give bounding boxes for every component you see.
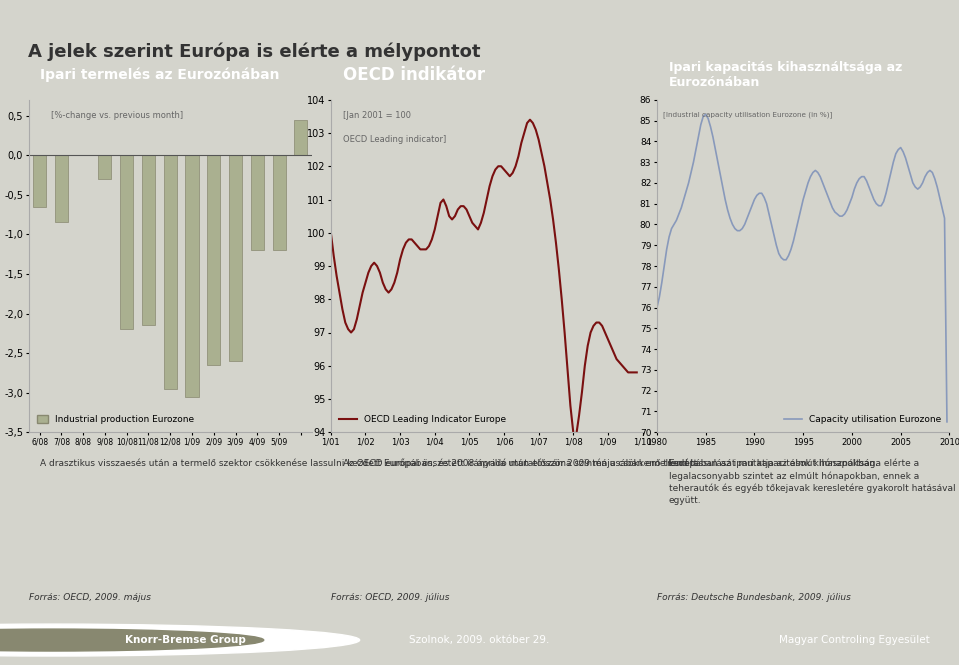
Bar xyxy=(55,155,68,223)
Bar xyxy=(229,155,242,361)
Text: Ipari termelés az Eurozónában: Ipari termelés az Eurozónában xyxy=(40,68,280,82)
Legend: OECD Leading Indicator Europe: OECD Leading Indicator Europe xyxy=(336,412,510,428)
Bar xyxy=(294,120,307,155)
Bar xyxy=(142,155,155,325)
Text: A drasztikus visszaesés után a termelő szektor csökkenése lassulni kezdett Európ: A drasztikus visszaesés után a termelő s… xyxy=(40,459,700,468)
Text: Ipari kapacitás kihasználtsága az
Eurozónában: Ipari kapacitás kihasználtsága az Eurozó… xyxy=(668,61,902,89)
Legend: Industrial production Eurozone: Industrial production Eurozone xyxy=(34,412,198,428)
Text: Európában az ipari kapacitások kihasználtsága elérte a legalacsonyabb szintet az: Európában az ipari kapacitások kihasznál… xyxy=(668,459,955,505)
Text: [%-change vs. previous month]: [%-change vs. previous month] xyxy=(52,111,183,120)
Bar xyxy=(164,155,176,389)
Text: OECD indikátor: OECD indikátor xyxy=(343,66,485,84)
Text: Forrás: OECD, 2009. július: Forrás: OECD, 2009. július xyxy=(331,593,450,602)
Bar xyxy=(185,155,199,396)
Text: A jelek szerint Európa is elérte a mélypontot: A jelek szerint Európa is elérte a mélyp… xyxy=(29,43,480,61)
Text: [Jan 2001 = 100: [Jan 2001 = 100 xyxy=(343,111,411,120)
Text: Forrás: OECD, 2009. május: Forrás: OECD, 2009. május xyxy=(29,593,151,602)
Bar xyxy=(120,155,133,329)
Circle shape xyxy=(0,629,264,651)
Bar xyxy=(99,155,111,179)
Text: Szolnok, 2009. október 29.: Szolnok, 2009. október 29. xyxy=(409,635,550,645)
Text: OECD Leading indicator]: OECD Leading indicator] xyxy=(343,134,447,144)
Text: Az OECD európai összetett irányadó mutatószáma szintén a csökkenő trend lassulás: Az OECD európai összetett irányadó mutat… xyxy=(343,459,878,468)
Bar xyxy=(250,155,264,250)
Bar xyxy=(34,155,46,207)
Text: Knorr-Bremse Group: Knorr-Bremse Group xyxy=(125,635,246,645)
Bar xyxy=(272,155,286,250)
Circle shape xyxy=(0,624,360,656)
Legend: Capacity utilisation Eurozone: Capacity utilisation Eurozone xyxy=(780,412,945,428)
Text: Magyar Controling Egyesület: Magyar Controling Egyesület xyxy=(780,635,930,645)
Text: Forrás: Deutsche Bundesbank, 2009. július: Forrás: Deutsche Bundesbank, 2009. júliu… xyxy=(657,593,851,602)
Text: [Industrial capacity utilisation Eurozone (in %)]: [Industrial capacity utilisation Eurozon… xyxy=(663,111,832,118)
Bar xyxy=(207,155,221,365)
